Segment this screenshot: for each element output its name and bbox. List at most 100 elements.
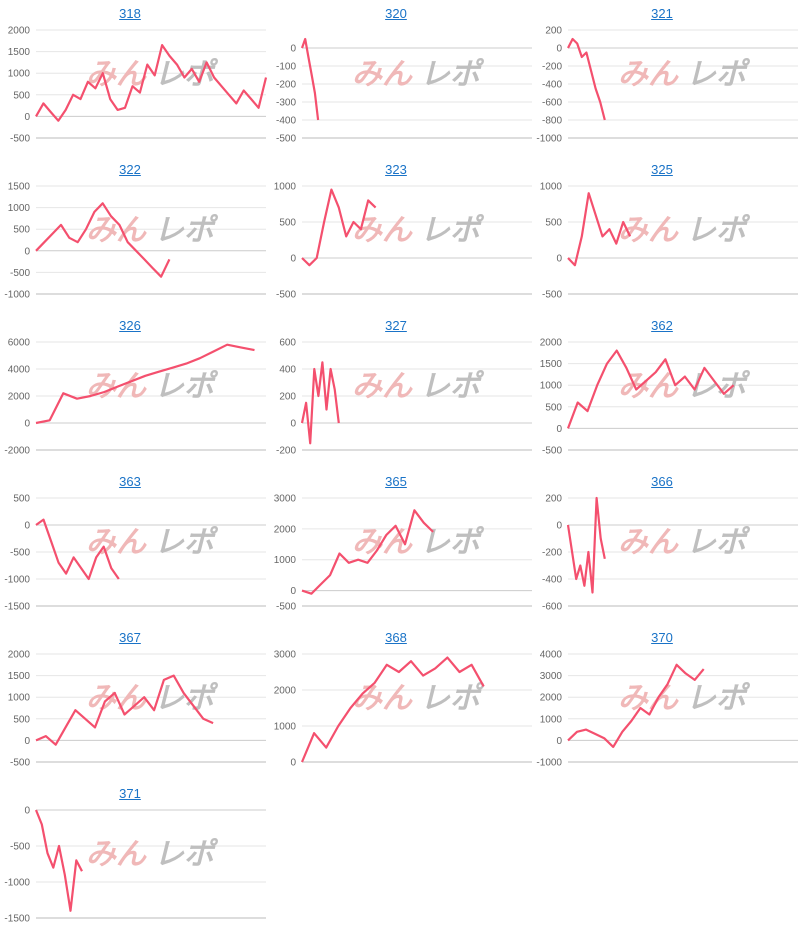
chart-326: 326 6000 4000 2000 0 -2000 みん レポ [0, 312, 266, 462]
series-line [567, 37, 606, 121]
y-tick-label: -800 [542, 116, 562, 127]
y-tick-label: 1000 [540, 182, 563, 193]
y-tick-label: -2000 [4, 446, 30, 457]
y-tick-label: -500 [276, 602, 296, 613]
chart-title-link[interactable]: 368 [385, 630, 407, 645]
chart-370: 370 4000 3000 2000 1000 0 -1000 みん レポ [532, 624, 798, 774]
y-tick-label: -500 [10, 134, 30, 145]
y-tick-label: -1000 [536, 134, 562, 145]
y-tick-label: 2000 [540, 338, 563, 349]
series-line [567, 663, 705, 748]
watermark-logo: みん レポ [352, 681, 485, 716]
y-tick-label: 600 [279, 338, 296, 349]
y-tick-label: -200 [276, 446, 296, 457]
y-tick-label: -1000 [536, 758, 562, 769]
series-line [300, 37, 320, 121]
chart-322: 322 1500 1000 500 0 -500 -1000 みん レポ [0, 156, 266, 306]
chart-plot: 3000 2000 1000 0 -500 みん レポ [274, 494, 532, 613]
y-tick-label: 1000 [8, 69, 31, 80]
y-tick-label: 2000 [274, 686, 297, 697]
y-tick-label: 2000 [8, 26, 31, 37]
chart-plot: 4000 3000 2000 1000 0 -1000 みん レポ [536, 650, 798, 769]
y-tick-label: 500 [279, 218, 296, 229]
y-tick-label: 2000 [8, 650, 31, 661]
y-tick-label: 1000 [540, 381, 563, 392]
y-tick-label: -400 [542, 575, 562, 586]
y-tick-label: -300 [276, 98, 296, 109]
y-tick-label: -1500 [4, 914, 30, 925]
y-tick-label: -1000 [4, 575, 30, 586]
y-tick-label: -500 [10, 758, 30, 769]
chart-plot: 3000 2000 1000 0 みん レポ [274, 650, 532, 769]
y-tick-label: 1500 [8, 671, 31, 682]
chart-title-link[interactable]: 323 [385, 162, 407, 177]
watermark-logo: みん レポ [86, 57, 219, 92]
chart-title-link[interactable]: 321 [651, 6, 673, 21]
y-tick-label: 1000 [540, 714, 563, 725]
chart-title-link[interactable]: 365 [385, 474, 407, 489]
series-line [301, 509, 434, 595]
series-line [301, 188, 377, 267]
chart-367: 367 2000 1500 1000 500 0 -500 みん レポ [0, 624, 266, 774]
y-tick-label: 2000 [274, 524, 297, 535]
y-tick-label: -1000 [4, 878, 30, 889]
series-line [35, 202, 171, 278]
y-tick-label: 1000 [274, 555, 297, 566]
y-tick-label: 3000 [274, 494, 297, 505]
chart-plot: 1000 500 0 -500 みん レポ [540, 182, 798, 301]
chart-365: 365 3000 2000 1000 0 -500 みん レポ [266, 468, 532, 618]
chart-title-link[interactable]: 367 [119, 630, 141, 645]
y-tick-label: -1500 [4, 602, 30, 613]
chart-title-link[interactable]: 370 [651, 630, 673, 645]
chart-plot: 1000 500 0 -500 みん レポ [274, 182, 532, 301]
chart-title-link[interactable]: 363 [119, 474, 141, 489]
y-tick-label: 1500 [8, 47, 31, 58]
chart-title-link[interactable]: 366 [651, 474, 673, 489]
series-line [300, 656, 485, 763]
y-tick-label: -1000 [4, 290, 30, 301]
y-tick-label: -200 [276, 80, 296, 91]
chart-title-link[interactable]: 362 [651, 318, 673, 333]
watermark-logo: みん レポ [86, 837, 219, 872]
series-line [567, 192, 632, 267]
watermark-logo: みん レポ [618, 681, 751, 716]
y-tick-label: -500 [10, 268, 30, 279]
series-line [566, 496, 606, 594]
y-tick-label: 0 [24, 736, 30, 747]
chart-318: 318 2000 1500 1000 500 0 -500 みん レポ [0, 0, 268, 150]
y-tick-label: 0 [24, 112, 30, 123]
chart-plot: 0 -100 -200 -300 -400 -500 みん レポ [276, 37, 532, 145]
series-line [34, 809, 83, 912]
series-line [35, 518, 120, 581]
chart-title-link[interactable]: 320 [385, 6, 407, 21]
y-tick-label: 1000 [274, 182, 297, 193]
y-tick-label: 0 [24, 419, 30, 430]
y-tick-label: 200 [279, 392, 296, 403]
chart-362: 362 2000 1500 1000 500 0 -500 みん レポ [532, 312, 798, 462]
y-tick-label: 0 [290, 586, 296, 597]
y-tick-label: 500 [545, 402, 562, 413]
y-tick-label: 0 [556, 44, 562, 55]
y-tick-label: -600 [542, 98, 562, 109]
y-tick-label: 6000 [8, 338, 31, 349]
y-tick-label: -400 [276, 116, 296, 127]
watermark-logo: みん レポ [352, 213, 485, 248]
y-tick-label: 3000 [540, 671, 563, 682]
y-tick-label: 1000 [8, 693, 31, 704]
watermark-logo: みん レポ [618, 213, 751, 248]
watermark-logo: みん レポ [86, 525, 219, 560]
chart-title-link[interactable]: 322 [119, 162, 141, 177]
chart-title-link[interactable]: 326 [119, 318, 141, 333]
chart-366: 366 200 0 -200 -400 -600 みん レポ [532, 468, 798, 618]
series-line [35, 674, 214, 746]
y-tick-label: 2000 [8, 392, 31, 403]
chart-title-link[interactable]: 327 [385, 318, 407, 333]
y-tick-label: 0 [556, 254, 562, 265]
chart-title-link[interactable]: 371 [119, 786, 141, 801]
chart-title-link[interactable]: 318 [119, 6, 141, 21]
chart-plot: 500 0 -500 -1000 -1500 みん レポ [4, 494, 266, 613]
chart-plot: 200 0 -200 -400 -600 みん レポ [542, 494, 798, 613]
y-tick-label: 1500 [8, 182, 31, 193]
chart-371: 371 0 -500 -1000 -1500 みん レポ [0, 780, 266, 930]
chart-title-link[interactable]: 325 [651, 162, 673, 177]
